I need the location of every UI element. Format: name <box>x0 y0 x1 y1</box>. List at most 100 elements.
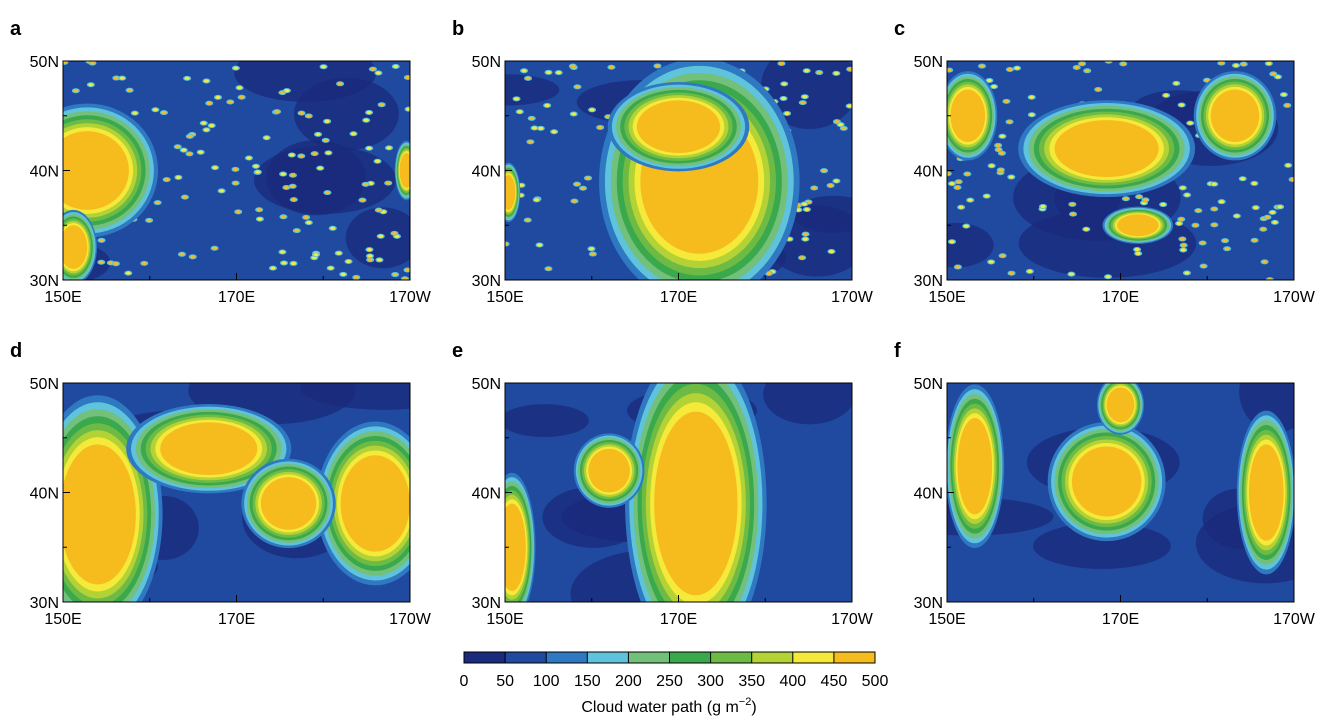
lat-label: 50N <box>914 376 943 393</box>
field-cell <box>328 266 334 270</box>
field-cell <box>590 252 596 256</box>
field-cell <box>294 228 300 233</box>
field-cell <box>346 259 352 264</box>
field-cell <box>597 125 603 130</box>
field-cell <box>949 182 955 186</box>
field-cell <box>187 134 193 138</box>
field-cell <box>1069 202 1075 206</box>
lon-label: 170E <box>1102 611 1139 628</box>
lon-label: 170E <box>660 611 697 628</box>
field-cell <box>321 65 327 69</box>
field-blob <box>63 131 129 210</box>
field-cell <box>847 67 852 71</box>
field-blob <box>399 152 410 189</box>
field-cell <box>991 85 997 89</box>
field-cell <box>113 262 119 266</box>
lon-label: 170W <box>1273 611 1316 628</box>
map-field <box>505 383 852 602</box>
field-cell <box>1134 247 1140 252</box>
field-cell <box>284 89 290 93</box>
field-low <box>1033 523 1171 569</box>
field-cell <box>1241 62 1247 66</box>
field-cell <box>233 181 239 185</box>
field-cell <box>298 154 304 158</box>
colorbar-segment <box>669 652 711 663</box>
field-cell <box>532 126 538 130</box>
field-cell <box>219 189 225 193</box>
field-cell <box>518 183 524 187</box>
lat-label: 30N <box>30 595 59 612</box>
field-cell <box>1084 69 1090 73</box>
field-blob <box>1210 89 1260 143</box>
field-cell <box>847 104 852 108</box>
field-cell <box>119 76 125 80</box>
field-cell <box>291 197 297 202</box>
field-cell <box>979 64 985 68</box>
lon-label: 170E <box>218 611 255 628</box>
field-cell <box>1014 66 1020 70</box>
field-cell <box>821 169 827 173</box>
lat-label: 40N <box>914 164 943 181</box>
field-cell <box>1251 181 1257 186</box>
lat-label: 40N <box>30 486 59 503</box>
field-cell <box>392 272 398 277</box>
field-cell <box>955 265 961 269</box>
field-cell <box>1284 103 1290 108</box>
field-cell <box>525 76 531 80</box>
field-cell <box>281 261 287 265</box>
field-blob <box>654 411 738 596</box>
field-cell <box>781 96 787 101</box>
field-cell <box>1219 200 1225 204</box>
field-cell <box>1192 223 1198 227</box>
field-cell <box>784 111 790 116</box>
field-cell <box>99 238 105 243</box>
field-cell <box>551 130 557 134</box>
panel-label: a <box>10 18 22 40</box>
field-cell <box>1260 227 1266 231</box>
field-cell <box>232 167 238 171</box>
field-cell <box>1179 237 1185 241</box>
field-cell <box>1123 197 1129 201</box>
field-cell <box>280 172 286 176</box>
field-blob <box>1248 444 1284 541</box>
field-cell <box>141 261 147 265</box>
field-cell <box>1277 205 1283 209</box>
colorbar-tick-label: 350 <box>738 673 765 690</box>
field-cell <box>804 207 810 212</box>
lon-label: 170W <box>389 289 432 306</box>
field-low <box>947 222 994 268</box>
field-cell <box>546 70 552 75</box>
field-cell <box>574 85 580 89</box>
field-cell <box>330 226 336 230</box>
field-cell <box>350 132 356 136</box>
field-cell <box>366 146 372 150</box>
field-low <box>505 404 589 438</box>
field-cell <box>505 242 509 246</box>
field-cell <box>545 267 551 271</box>
field-cell <box>1007 67 1013 72</box>
field-blob <box>636 100 721 153</box>
field-blob <box>588 448 630 493</box>
field-cell <box>1180 248 1186 252</box>
field-cell <box>967 198 973 202</box>
field-cell <box>527 140 533 144</box>
field-cell <box>366 110 372 115</box>
field-cell <box>264 136 270 140</box>
field-cell <box>947 68 952 72</box>
field-cell <box>237 86 243 90</box>
field-cell <box>654 64 660 68</box>
field-cell <box>113 76 119 80</box>
field-cell <box>1070 212 1076 216</box>
field-cell <box>161 111 167 115</box>
panel-label: d <box>10 340 22 362</box>
field-cell <box>1083 227 1089 231</box>
field-low <box>763 383 852 425</box>
lon-label: 150E <box>928 289 965 306</box>
field-cell <box>1007 120 1013 124</box>
field-cell <box>989 164 995 168</box>
field-cell <box>233 66 239 70</box>
field-cell <box>1290 177 1294 182</box>
field-cell <box>1135 251 1141 256</box>
field-cell <box>1160 202 1166 207</box>
